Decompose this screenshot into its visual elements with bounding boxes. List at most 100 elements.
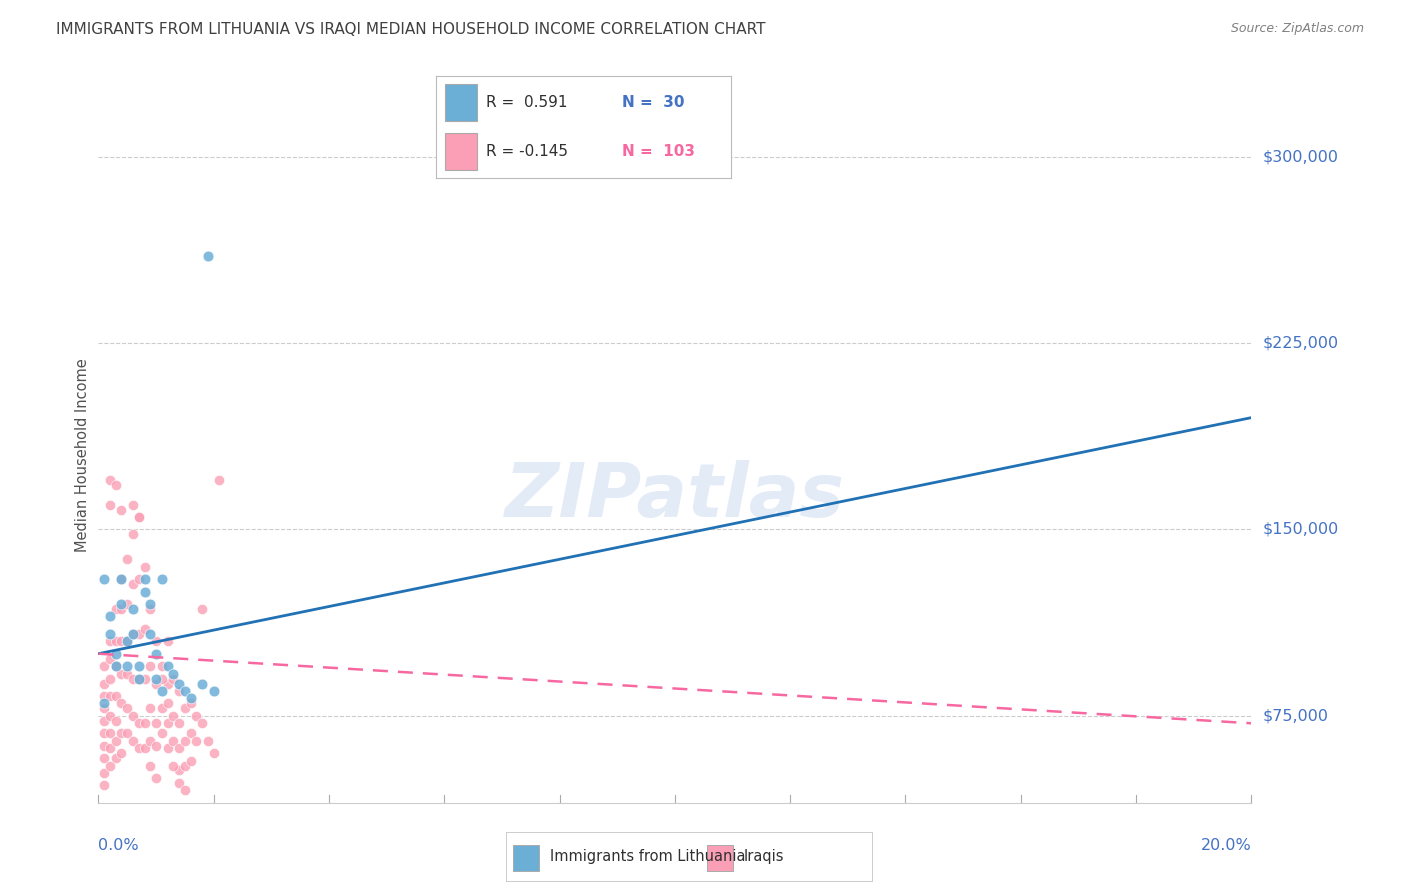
Point bbox=[98, 758, 121, 772]
Point bbox=[122, 672, 145, 686]
Point bbox=[162, 708, 184, 723]
Point bbox=[156, 634, 179, 648]
Point bbox=[98, 651, 121, 665]
Text: $300,000: $300,000 bbox=[1263, 149, 1339, 164]
Point bbox=[93, 766, 115, 780]
Point bbox=[104, 647, 127, 661]
Point bbox=[93, 751, 115, 765]
Point bbox=[122, 577, 145, 591]
Point bbox=[186, 733, 208, 747]
Point bbox=[180, 691, 202, 706]
Point bbox=[93, 714, 115, 728]
Point bbox=[186, 708, 208, 723]
Point bbox=[134, 584, 156, 599]
Point bbox=[98, 627, 121, 641]
Text: ZIPatlas: ZIPatlas bbox=[505, 460, 845, 533]
Point bbox=[128, 627, 150, 641]
Point bbox=[180, 726, 202, 740]
Point bbox=[150, 684, 173, 698]
Point bbox=[104, 659, 127, 673]
Point bbox=[104, 602, 127, 616]
Text: N =  103: N = 103 bbox=[621, 145, 695, 160]
Point bbox=[110, 697, 132, 711]
Point bbox=[197, 249, 219, 263]
Point bbox=[104, 733, 127, 747]
Point bbox=[110, 572, 132, 586]
Point bbox=[110, 726, 132, 740]
Point bbox=[98, 708, 121, 723]
Point bbox=[117, 726, 138, 740]
Point bbox=[162, 733, 184, 747]
Point bbox=[98, 726, 121, 740]
Point bbox=[110, 502, 132, 516]
Y-axis label: Median Household Income: Median Household Income bbox=[75, 358, 90, 552]
Point bbox=[134, 572, 156, 586]
Point bbox=[156, 659, 179, 673]
Text: $150,000: $150,000 bbox=[1263, 522, 1339, 537]
Point bbox=[162, 758, 184, 772]
Point bbox=[197, 733, 219, 747]
Point bbox=[128, 672, 150, 686]
Point bbox=[134, 559, 156, 574]
Point bbox=[150, 572, 173, 586]
Text: $75,000: $75,000 bbox=[1263, 708, 1329, 723]
Point bbox=[191, 716, 214, 731]
Text: Immigrants from Lithuania: Immigrants from Lithuania bbox=[550, 849, 745, 864]
Point bbox=[117, 701, 138, 715]
Point bbox=[128, 572, 150, 586]
Point bbox=[145, 771, 167, 785]
Point bbox=[134, 741, 156, 756]
Point bbox=[128, 716, 150, 731]
Point bbox=[128, 741, 150, 756]
Bar bbox=[707, 845, 733, 871]
Bar bbox=[444, 84, 477, 121]
Point bbox=[110, 602, 132, 616]
Text: $225,000: $225,000 bbox=[1263, 335, 1339, 351]
Point bbox=[145, 739, 167, 753]
Point bbox=[202, 746, 225, 760]
Point bbox=[122, 708, 145, 723]
Text: Iraqis: Iraqis bbox=[744, 849, 785, 864]
Point bbox=[174, 701, 197, 715]
Point bbox=[202, 684, 225, 698]
Text: 20.0%: 20.0% bbox=[1201, 838, 1251, 853]
Point bbox=[134, 622, 156, 636]
Point bbox=[139, 733, 162, 747]
Point bbox=[117, 659, 138, 673]
Point bbox=[150, 726, 173, 740]
Point bbox=[98, 741, 121, 756]
Point bbox=[122, 527, 145, 541]
Point bbox=[128, 510, 150, 524]
Point bbox=[122, 733, 145, 747]
Text: R = -0.145: R = -0.145 bbox=[486, 145, 568, 160]
Point bbox=[167, 764, 190, 778]
Point bbox=[167, 776, 190, 790]
Point bbox=[93, 659, 115, 673]
Point bbox=[167, 741, 190, 756]
Point bbox=[93, 697, 115, 711]
Point bbox=[145, 647, 167, 661]
Point bbox=[98, 473, 121, 487]
Point bbox=[98, 609, 121, 624]
Point bbox=[93, 726, 115, 740]
Point bbox=[110, 597, 132, 611]
Point bbox=[174, 758, 197, 772]
Point bbox=[110, 746, 132, 760]
Point bbox=[122, 498, 145, 512]
Point bbox=[110, 634, 132, 648]
Text: N =  30: N = 30 bbox=[621, 95, 685, 110]
Point bbox=[98, 498, 121, 512]
Point bbox=[104, 714, 127, 728]
Text: R =  0.591: R = 0.591 bbox=[486, 95, 568, 110]
Point bbox=[145, 634, 167, 648]
Point bbox=[191, 602, 214, 616]
Point bbox=[150, 659, 173, 673]
Point bbox=[117, 552, 138, 566]
Point bbox=[156, 741, 179, 756]
Point bbox=[98, 672, 121, 686]
Point bbox=[174, 684, 197, 698]
Point bbox=[117, 634, 138, 648]
Point bbox=[139, 602, 162, 616]
Text: 0.0%: 0.0% bbox=[98, 838, 139, 853]
Point bbox=[145, 676, 167, 690]
